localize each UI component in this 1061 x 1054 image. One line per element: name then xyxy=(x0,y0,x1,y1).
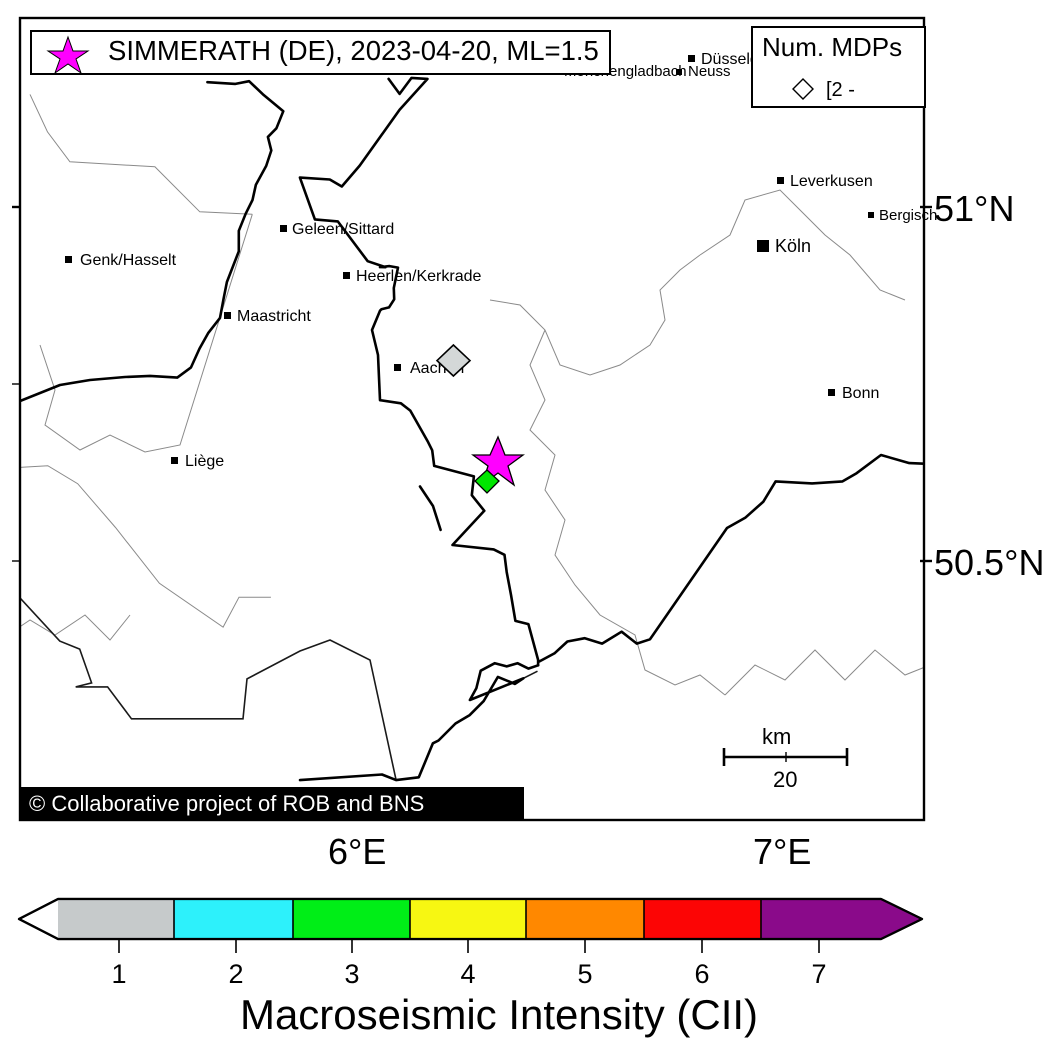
svg-text:1: 1 xyxy=(111,959,126,989)
svg-text:Leverkusen: Leverkusen xyxy=(790,173,873,190)
svg-text:[2 -: [2 - xyxy=(826,79,855,101)
svg-text:Num. MDPs: Num. MDPs xyxy=(762,32,902,62)
svg-text:km: km xyxy=(762,724,791,749)
svg-text:4: 4 xyxy=(460,959,475,989)
svg-text:6: 6 xyxy=(694,959,709,989)
svg-text:Heerlen/Kerkrade: Heerlen/Kerkrade xyxy=(356,268,482,285)
svg-text:SIMMERATH (DE), 2023-04-20, ML: SIMMERATH (DE), 2023-04-20, ML=1.5 xyxy=(108,35,599,66)
svg-text:51°N: 51°N xyxy=(934,188,1014,229)
svg-text:Liège: Liège xyxy=(185,453,224,470)
svg-text:20: 20 xyxy=(773,767,797,792)
svg-text:7: 7 xyxy=(811,959,826,989)
svg-text:© Collaborative project of ROB: © Collaborative project of ROB and BNS xyxy=(29,791,424,816)
svg-text:Neuss: Neuss xyxy=(688,63,731,80)
svg-text:Maastricht: Maastricht xyxy=(237,308,311,325)
svg-text:Bergisch: Bergisch xyxy=(879,207,937,224)
svg-text:3: 3 xyxy=(344,959,359,989)
svg-text:Genk/Hasselt: Genk/Hasselt xyxy=(80,252,177,269)
svg-text:Köln: Köln xyxy=(775,236,811,256)
svg-text:50.5°N: 50.5°N xyxy=(934,542,1044,583)
svg-text:7°E: 7°E xyxy=(753,831,811,872)
svg-text:Bonn: Bonn xyxy=(842,385,879,402)
svg-text:2: 2 xyxy=(228,959,243,989)
svg-text:Geleen/Sittard: Geleen/Sittard xyxy=(292,221,394,238)
svg-text:6°E: 6°E xyxy=(328,831,386,872)
svg-text:Macroseismic Intensity (CII): Macroseismic Intensity (CII) xyxy=(240,991,758,1038)
svg-text:5: 5 xyxy=(577,959,592,989)
